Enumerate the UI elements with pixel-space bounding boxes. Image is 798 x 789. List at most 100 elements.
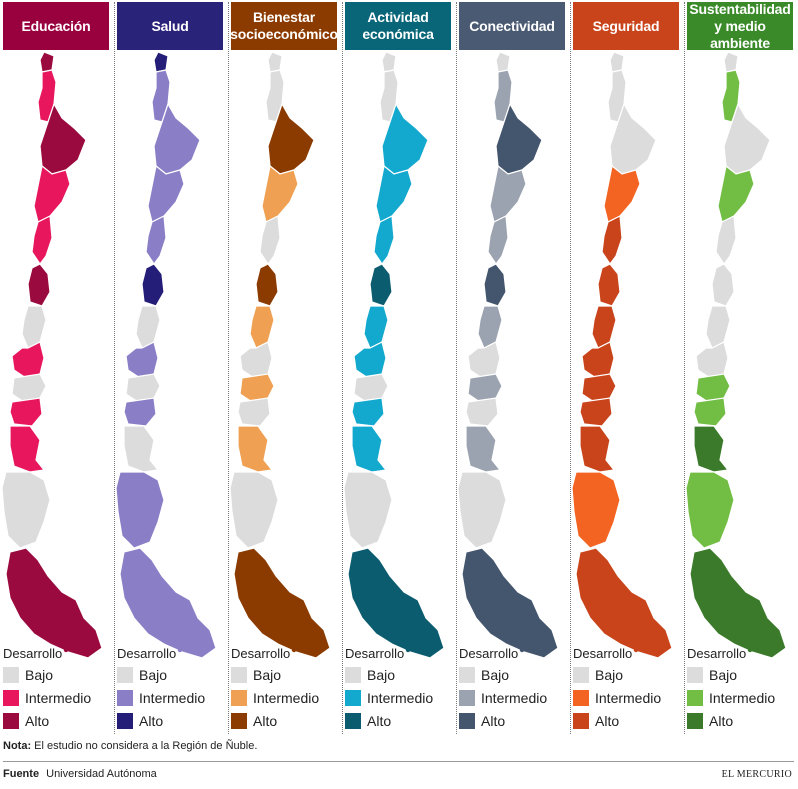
legend-item-intermedio: Intermedio: [687, 686, 795, 709]
region-5: [601, 215, 623, 266]
legend-label: Alto: [139, 712, 164, 729]
legend-item-bajo: Bajo: [117, 663, 225, 686]
island-1: [415, 613, 421, 619]
island-1: [529, 613, 535, 619]
legend-swatch: [345, 689, 361, 706]
island-2: [425, 625, 431, 631]
legend-item-alto: Alto: [231, 709, 339, 732]
chile-map: [457, 52, 559, 659]
region-5: [259, 215, 281, 266]
region-1: [723, 52, 739, 73]
island-2: [653, 625, 659, 631]
legend-label: Bajo: [25, 666, 54, 683]
island-3: [171, 633, 177, 639]
footer-rule: [3, 761, 794, 762]
region-7: [363, 305, 389, 349]
legend-item-bajo: Bajo: [231, 663, 339, 686]
panel-title: Educación: [3, 2, 109, 50]
region-5: [715, 215, 737, 266]
legend-swatch: [3, 666, 19, 683]
legend-swatch: [231, 666, 247, 683]
legend-label: Bajo: [253, 666, 282, 683]
island-3: [57, 633, 63, 639]
island-5: [519, 647, 525, 653]
region-10: [465, 397, 499, 427]
legend: Desarrollo Bajo Intermedio Alto: [459, 645, 567, 732]
legend-swatch: [345, 712, 361, 729]
island-1: [757, 613, 763, 619]
legend-label: Intermedio: [253, 689, 320, 706]
region-12: [457, 471, 507, 549]
source: Fuente Universidad Autónoma: [3, 768, 157, 780]
region-8: [353, 341, 387, 379]
panel-1: Salud Desarrollo Bajo Intermedio Alto: [114, 0, 226, 736]
legend-item-intermedio: Intermedio: [459, 686, 567, 709]
legend-item-bajo: Bajo: [3, 663, 111, 686]
region-8: [467, 341, 501, 379]
island-4: [727, 623, 733, 629]
island-4: [271, 623, 277, 629]
panel-divider: [456, 2, 457, 734]
panel-divider: [342, 2, 343, 734]
legend: Desarrollo Bajo Intermedio Alto: [3, 645, 111, 732]
region-9: [11, 373, 47, 403]
legend-title: Desarrollo: [687, 646, 747, 661]
island-4: [157, 623, 163, 629]
region-13: [347, 547, 445, 659]
legend-swatch: [687, 689, 703, 706]
panel-0: Educación Desarrollo Bajo Intermedio Alto: [0, 0, 112, 736]
legend-title: Desarrollo: [3, 646, 63, 661]
region-6: [141, 263, 165, 307]
region-3: [267, 102, 315, 175]
region-5: [373, 215, 395, 266]
island-2: [311, 625, 317, 631]
region-12: [343, 471, 393, 549]
legend-label: Bajo: [481, 666, 510, 683]
legend-label: Alto: [253, 712, 278, 729]
region-3: [609, 102, 657, 175]
region-11: [9, 425, 46, 473]
legend-item-intermedio: Intermedio: [573, 686, 681, 709]
panel-divider: [114, 2, 115, 734]
region-9: [581, 373, 617, 403]
legend-item-intermedio: Intermedio: [345, 686, 453, 709]
chile-map: [571, 52, 673, 659]
island-2: [83, 625, 89, 631]
legend-label: Alto: [481, 712, 506, 729]
region-6: [27, 263, 51, 307]
region-4: [375, 164, 413, 223]
region-13: [575, 547, 673, 659]
legend-item-bajo: Bajo: [345, 663, 453, 686]
panels-container: Educación Desarrollo Bajo Intermedio Alto Sal…: [0, 0, 795, 736]
island-4: [613, 623, 619, 629]
panel-divider: [570, 2, 571, 734]
region-1: [153, 52, 169, 73]
region-8: [695, 341, 729, 379]
legend-swatch: [345, 666, 361, 683]
legend-item-alto: Alto: [459, 709, 567, 732]
region-9: [353, 373, 389, 403]
region-12: [229, 471, 279, 549]
legend-label: Intermedio: [595, 689, 662, 706]
region-3: [39, 102, 87, 175]
legend-item-bajo: Bajo: [687, 663, 795, 686]
legend-label: Bajo: [367, 666, 396, 683]
region-13: [233, 547, 331, 659]
panel-divider: [684, 2, 685, 734]
region-10: [237, 397, 271, 427]
legend-item-intermedio: Intermedio: [117, 686, 225, 709]
region-1: [609, 52, 625, 73]
legend-label: Intermedio: [481, 689, 548, 706]
legend-title: Desarrollo: [573, 646, 633, 661]
legend-title: Desarrollo: [345, 646, 405, 661]
legend: Desarrollo Bajo Intermedio Alto: [687, 645, 795, 732]
legend-swatch: [459, 712, 475, 729]
region-3: [495, 102, 543, 175]
panel-title: Actividad económica: [345, 2, 451, 50]
island-1: [643, 613, 649, 619]
legend-label: Intermedio: [367, 689, 434, 706]
island-5: [63, 647, 69, 653]
legend-swatch: [231, 689, 247, 706]
legend-item-alto: Alto: [573, 709, 681, 732]
region-11: [465, 425, 502, 473]
